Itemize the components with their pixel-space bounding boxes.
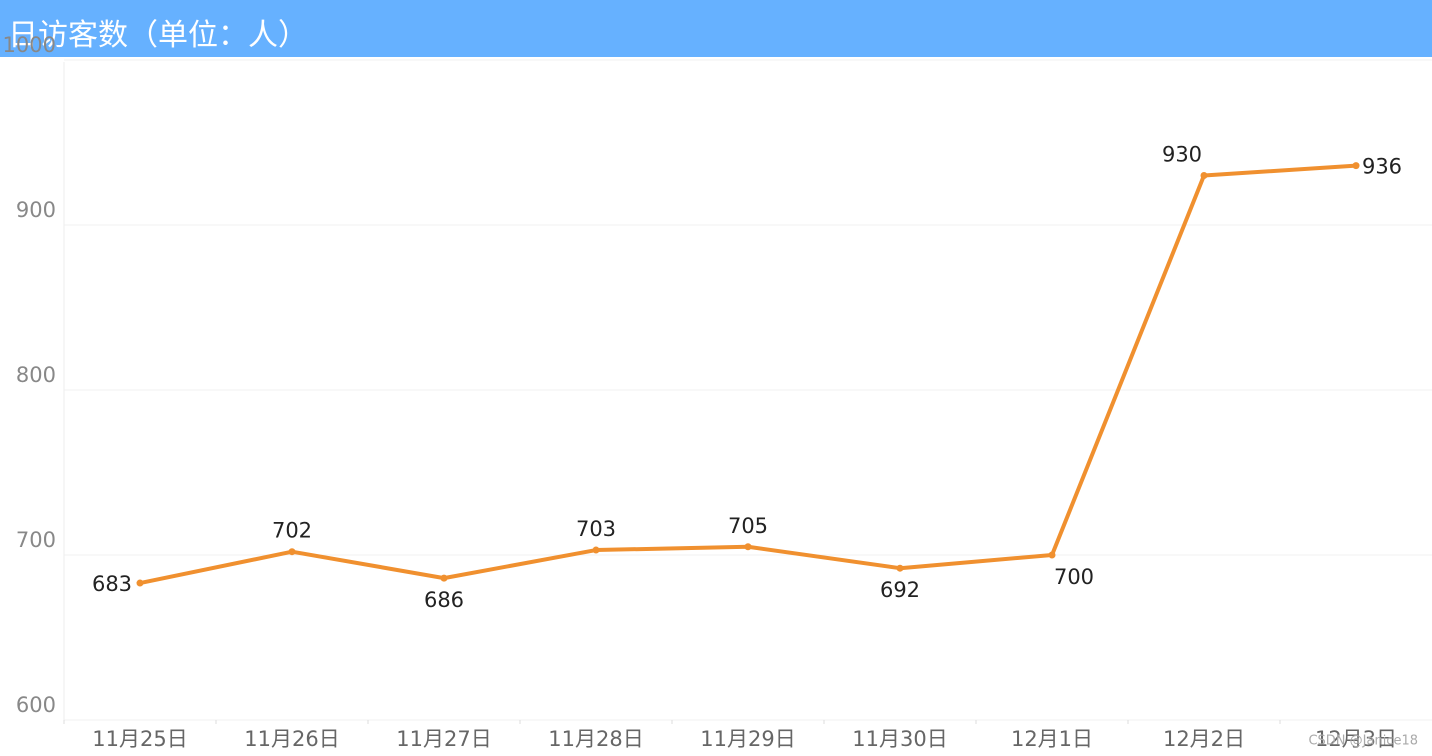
data-label: 686	[424, 588, 464, 612]
x-tick-label: 12月3日	[1315, 727, 1397, 751]
data-label: 930	[1162, 143, 1202, 167]
data-label: 703	[576, 517, 616, 541]
data-label: 936	[1362, 155, 1402, 179]
x-tick-label: 11月28日	[548, 727, 643, 751]
y-tick-label: 700	[16, 528, 56, 552]
x-tick-label: 11月25日	[92, 727, 187, 751]
x-tick-label: 12月1日	[1011, 727, 1093, 751]
data-label: 702	[272, 519, 312, 543]
chart-title: 日访客数（单位：人）	[8, 18, 308, 53]
y-tick-label: 1000	[3, 33, 56, 57]
x-tick-label: 11月27日	[396, 727, 491, 751]
point	[1200, 172, 1208, 179]
point	[1048, 551, 1056, 559]
point	[1352, 162, 1360, 170]
y-tick-label: 600	[16, 693, 56, 717]
x-tick-label: 12月2日	[1163, 727, 1245, 751]
x-tick-label: 11月26日	[244, 727, 339, 751]
point	[592, 546, 600, 554]
point	[136, 579, 144, 587]
data-label: 683	[92, 572, 132, 596]
data-label: 692	[880, 578, 920, 602]
data-label: 705	[728, 514, 768, 538]
x-tick-label: 11月30日	[852, 727, 947, 751]
x-tick-label: 11月29日	[700, 727, 795, 751]
point	[744, 543, 752, 551]
header-bar: 日访客数（单位：人）	[0, 0, 1432, 57]
point	[440, 574, 448, 582]
y-tick-label: 900	[16, 198, 56, 222]
watermark: CSDN @Janice18	[1308, 734, 1418, 749]
y-tick-label: 800	[16, 363, 56, 387]
data-label: 700	[1054, 565, 1094, 589]
point	[896, 564, 904, 572]
point	[288, 548, 296, 556]
